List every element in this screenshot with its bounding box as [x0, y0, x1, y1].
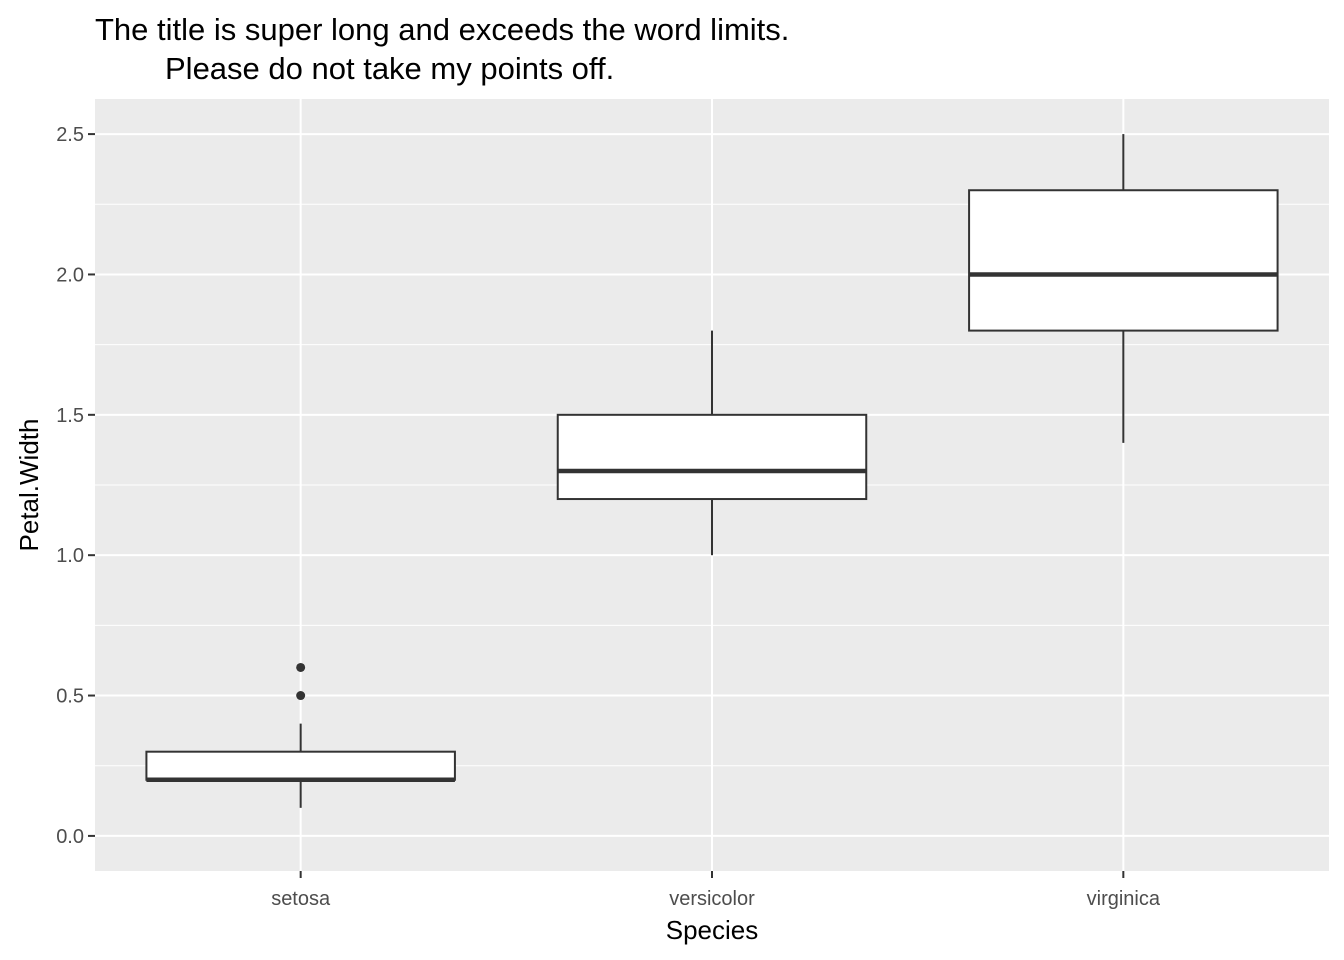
box-versicolor — [556, 330, 868, 556]
x-axis: setosa versicolor virginica — [271, 871, 1161, 910]
y-tick-label: 1.0 — [56, 545, 84, 567]
y-axis-title: Petal.Width — [14, 419, 44, 552]
x-tick-label: setosa — [271, 888, 331, 910]
box-setosa — [145, 662, 456, 808]
chart-title-line-2: Please do not take my points off. — [165, 51, 615, 86]
box-body — [145, 750, 456, 781]
box-body — [968, 189, 1279, 332]
box-virginica — [968, 134, 1279, 443]
y-axis: 0.0 0.5 1.0 1.5 2.0 2.5 — [56, 124, 95, 848]
chart-title-line-1: The title is super long and exceeds the … — [95, 12, 790, 47]
box-body — [556, 413, 868, 501]
y-tick-label: 2.5 — [56, 124, 84, 146]
outlier-point — [296, 662, 306, 672]
x-tick-label: virginica — [1087, 888, 1161, 910]
y-tick-label: 0.5 — [56, 686, 84, 708]
y-tick-label: 2.0 — [56, 264, 84, 286]
box-series — [145, 134, 1279, 808]
x-axis-title: Species — [666, 915, 759, 945]
y-tick-label: 1.5 — [56, 405, 84, 427]
outlier-point — [296, 691, 306, 701]
x-tick-label: versicolor — [669, 888, 755, 910]
y-tick-label: 0.0 — [56, 826, 84, 848]
